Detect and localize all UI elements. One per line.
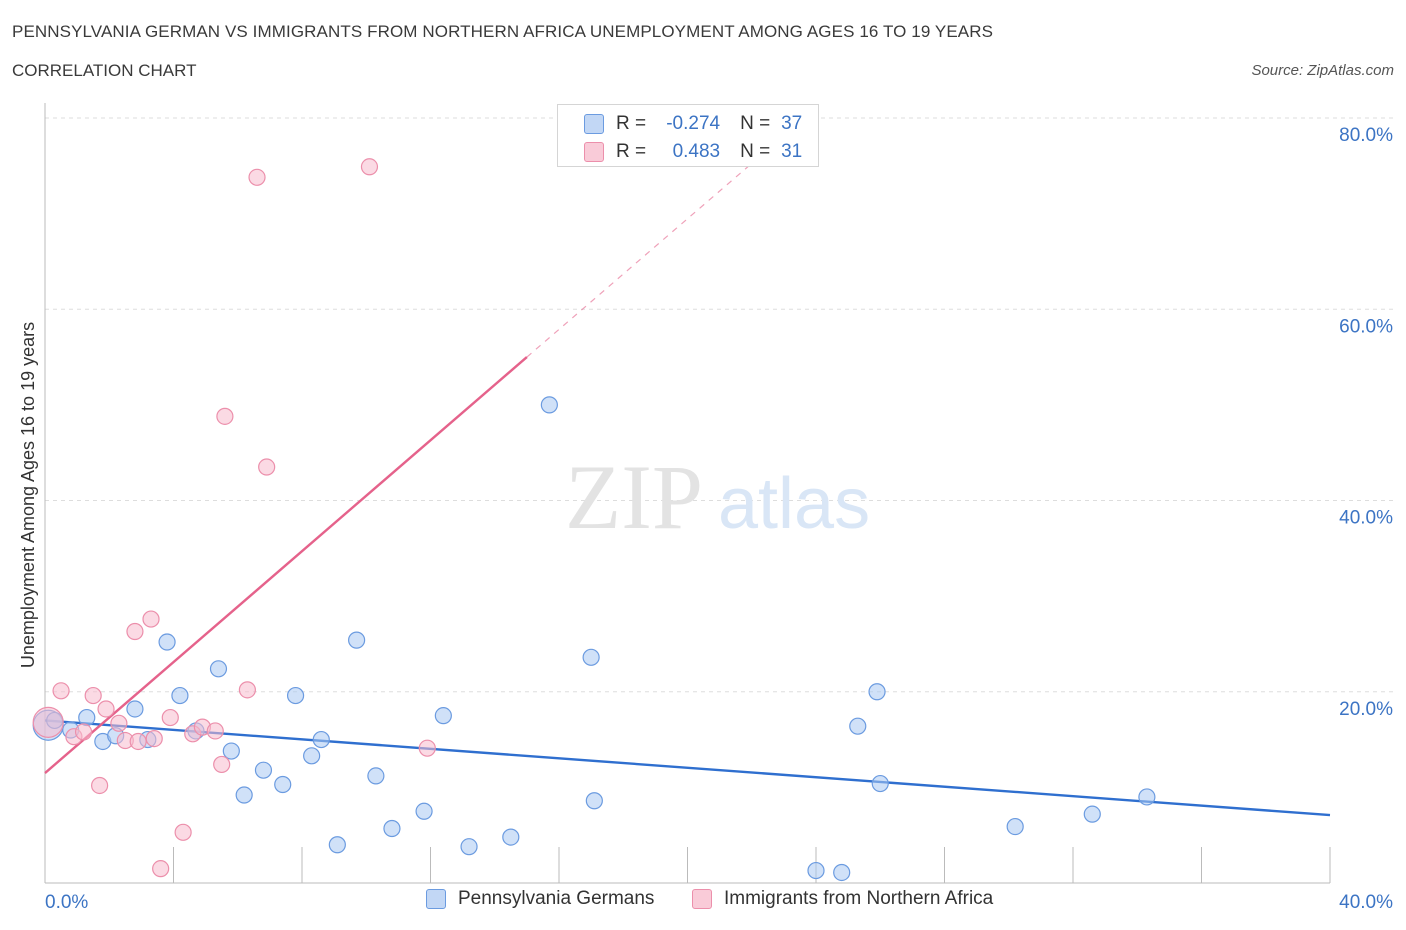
chart-title: PENNSYLVANIA GERMAN VS IMMIGRANTS FROM N…: [12, 22, 994, 41]
point-pennsylvania-germans: [415, 802, 433, 820]
y-tick-label: 20.0%: [1339, 699, 1393, 720]
point-pennsylvania-germans: [328, 836, 346, 854]
stats-row-blue: R = -0.274 N = 37: [584, 111, 802, 137]
y-tick-label: 80.0%: [1339, 125, 1393, 146]
point-pennsylvania-germans: [222, 742, 240, 760]
point-pennsylvania-germans: [871, 774, 889, 793]
point-pennsylvania-germans: [807, 861, 825, 880]
axes: [44, 103, 1331, 884]
trendlines: [44, 149, 1331, 817]
point-immigrants-northern-africa: [84, 686, 102, 705]
n-label: N =: [740, 141, 771, 162]
point-pennsylvania-germans: [434, 707, 452, 725]
tick-labels: 20.0% 40.0% 60.0% 80.0% 0.0% 40.0%: [45, 125, 1393, 913]
point-immigrants-northern-africa: [258, 458, 276, 476]
blue-swatch: [584, 114, 604, 134]
point-pennsylvania-germans: [460, 838, 478, 856]
point-immigrants-northern-africa: [74, 723, 93, 741]
legend-label-blue: Pennsylvania Germans: [458, 888, 655, 909]
point-immigrants-northern-africa: [52, 682, 70, 700]
watermark-atlas: atlas: [718, 464, 870, 544]
x-tick-label: 40.0%: [1339, 892, 1393, 913]
trendline-immigrants-northern-africa: [44, 356, 528, 774]
gridlines: [45, 117, 1396, 693]
point-pennsylvania-germans: [235, 786, 253, 804]
legend-item-pennsylvania-germans[interactable]: Pennsylvania Germans: [426, 888, 654, 910]
n-value-pink: 31: [781, 141, 803, 162]
point-pennsylvania-germans: [502, 828, 520, 846]
r-label: R =: [616, 141, 647, 162]
point-pennsylvania-germans: [849, 717, 867, 735]
point-pennsylvania-germans: [383, 819, 401, 838]
chart-subtitle: CORRELATION CHART: [12, 61, 197, 80]
point-immigrants-northern-africa: [418, 739, 436, 757]
point-immigrants-northern-africa: [91, 776, 109, 795]
point-pennsylvania-germans: [585, 792, 603, 810]
point-pennsylvania-germans: [1138, 788, 1156, 806]
point-immigrants-northern-africa: [174, 823, 192, 841]
point-immigrants-northern-africa: [32, 706, 64, 738]
point-immigrants-northern-africa: [126, 622, 144, 641]
point-pennsylvania-germans: [286, 686, 305, 705]
point-pennsylvania-germans: [274, 775, 292, 794]
r-value-blue: -0.274: [666, 113, 721, 134]
point-pennsylvania-germans: [312, 730, 330, 749]
y-axis-label: Unemployment Among Ages 16 to 19 years: [18, 322, 38, 668]
n-label: N =: [740, 113, 771, 134]
point-immigrants-northern-africa: [360, 158, 379, 176]
source-label: Source: ZipAtlas.com: [1251, 62, 1394, 79]
point-pennsylvania-germans: [158, 633, 176, 651]
point-pennsylvania-germans: [540, 396, 558, 414]
point-immigrants-northern-africa: [238, 681, 256, 699]
point-pennsylvania-germans: [1083, 805, 1101, 823]
watermark-zip: ZIP: [565, 446, 703, 548]
point-pennsylvania-germans: [582, 648, 600, 666]
legend-label-pink: Immigrants from Northern Africa: [724, 888, 994, 909]
data-points: [32, 158, 1156, 882]
point-pennsylvania-germans: [126, 700, 144, 718]
point-immigrants-northern-africa: [161, 708, 179, 727]
n-value-blue: 37: [781, 113, 803, 134]
x-tick-label: 0.0%: [45, 892, 88, 913]
point-immigrants-northern-africa: [129, 732, 147, 751]
y-tick-label: 60.0%: [1339, 316, 1393, 337]
point-immigrants-northern-africa: [97, 700, 115, 718]
point-immigrants-northern-africa: [110, 714, 128, 732]
point-immigrants-northern-africa: [145, 730, 163, 748]
point-pennsylvania-germans: [1006, 817, 1024, 836]
point-immigrants-northern-africa: [152, 860, 170, 878]
blue-swatch: [426, 889, 446, 909]
legend-item-immigrants-northern-africa[interactable]: Immigrants from Northern Africa: [692, 888, 993, 910]
stats-row-pink: R = 0.483 N = 31: [584, 139, 802, 165]
point-pennsylvania-germans: [209, 660, 228, 678]
pink-swatch: [692, 889, 712, 909]
stats-legend: R = -0.274 N = 37 R = 0.483 N = 31: [557, 104, 819, 167]
bottom-legend: Pennsylvania Germans Immigrants from Nor…: [0, 888, 1406, 916]
r-value-pink: 0.483: [672, 141, 721, 162]
trendline-pennsylvania-germans: [44, 719, 1331, 817]
point-pennsylvania-germans: [303, 747, 321, 765]
point-pennsylvania-germans: [171, 686, 189, 705]
trendline-immigrants-northern-africa: [526, 149, 769, 358]
point-immigrants-northern-africa: [213, 755, 231, 774]
pink-swatch: [584, 142, 604, 162]
point-pennsylvania-germans: [833, 863, 851, 882]
point-immigrants-northern-africa: [248, 168, 266, 186]
point-pennsylvania-germans: [254, 761, 273, 779]
point-pennsylvania-germans: [78, 708, 96, 727]
point-immigrants-northern-africa: [216, 407, 234, 425]
y-tick-label: 40.0%: [1339, 508, 1393, 529]
point-immigrants-northern-africa: [142, 610, 160, 628]
point-immigrants-northern-africa: [206, 722, 224, 740]
point-pennsylvania-germans: [367, 767, 385, 785]
point-pennsylvania-germans: [868, 683, 886, 701]
r-label: R =: [616, 113, 647, 134]
point-pennsylvania-germans: [348, 631, 366, 649]
